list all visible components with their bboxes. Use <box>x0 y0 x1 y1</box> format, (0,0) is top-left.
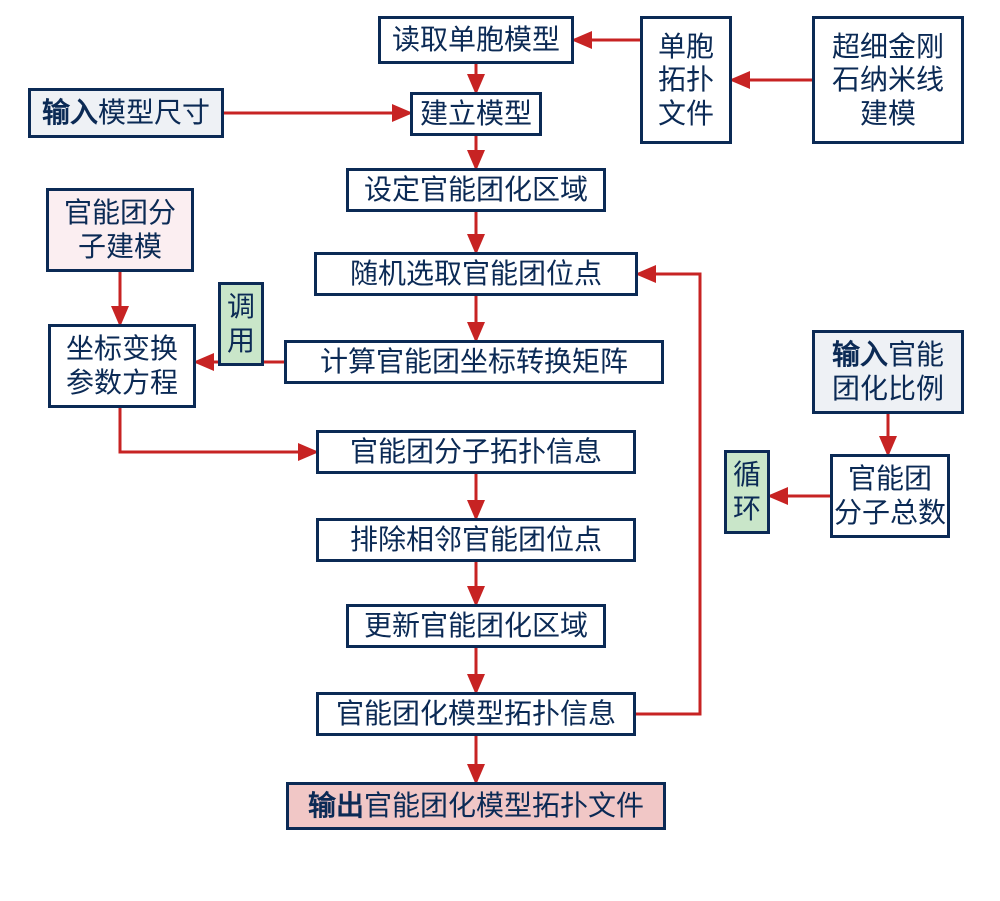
node-build_model: 建立模型 <box>410 92 542 136</box>
label-segment: 官能团化模型拓扑文件 <box>364 790 644 821</box>
label-segment: 输入 <box>42 97 98 128</box>
node-label: 官能团分 子建模 <box>64 196 176 263</box>
node-label: 输出官能团化模型拓扑文件 <box>308 789 644 823</box>
label-segment: 输入 <box>832 339 888 370</box>
node-label: 官能团 分子总数 <box>834 462 946 529</box>
node-read_unit: 读取单胞模型 <box>378 16 574 64</box>
node-label: 官能团化模型拓扑信息 <box>336 697 616 731</box>
node-call_tag: 调 用 <box>218 282 264 366</box>
node-input_ratio: 输入官能 团化比例 <box>812 330 964 414</box>
node-label: 更新官能团化区域 <box>364 609 588 643</box>
node-mol_count: 官能团 分子总数 <box>830 454 950 538</box>
node-label: 计算官能团坐标转换矩阵 <box>320 345 628 379</box>
node-model_topo: 官能团化模型拓扑信息 <box>316 692 636 736</box>
node-label: 调 用 <box>227 290 255 357</box>
node-mol_topo_info: 官能团分子拓扑信息 <box>316 430 636 474</box>
node-func_mol_model: 官能团分 子建模 <box>46 188 194 272</box>
node-label: 设定官能团化区域 <box>364 173 588 207</box>
node-output: 输出官能团化模型拓扑文件 <box>286 782 666 830</box>
node-coord_eq: 坐标变换 参数方程 <box>48 324 196 408</box>
node-loop_tag: 循 环 <box>724 450 770 534</box>
node-exclude_adj: 排除相邻官能团位点 <box>316 518 636 562</box>
node-label: 循 环 <box>733 458 761 525</box>
node-diamond_model: 超细金刚 石纳米线 建模 <box>812 16 964 144</box>
node-label: 输入模型尺寸 <box>42 96 210 130</box>
node-label: 单胞 拓扑 文件 <box>658 30 714 131</box>
node-label: 输入官能 团化比例 <box>832 338 944 405</box>
label-segment: 模型尺寸 <box>98 97 210 128</box>
node-input_dim: 输入模型尺寸 <box>28 88 224 138</box>
node-label: 读取单胞模型 <box>392 23 560 57</box>
node-calc_matrix: 计算官能团坐标转换矩阵 <box>284 340 664 384</box>
node-label: 超细金刚 石纳米线 建模 <box>832 30 944 131</box>
node-label: 官能团分子拓扑信息 <box>350 435 602 469</box>
node-set_region: 设定官能团化区域 <box>346 168 606 212</box>
node-label: 坐标变换 参数方程 <box>66 332 178 399</box>
flowchart-canvas: 读取单胞模型单胞 拓扑 文件超细金刚 石纳米线 建模输入模型尺寸建立模型设定官能… <box>0 0 1000 901</box>
node-rand_site: 随机选取官能团位点 <box>314 252 638 296</box>
node-unit_topo_file: 单胞 拓扑 文件 <box>640 16 732 144</box>
node-label: 排除相邻官能团位点 <box>350 523 602 557</box>
edges-group <box>120 40 888 782</box>
node-label: 建立模型 <box>420 97 532 131</box>
node-update_region: 更新官能团化区域 <box>346 604 606 648</box>
node-label: 随机选取官能团位点 <box>350 257 602 291</box>
edge-coord_eq-to-mol_topo_info <box>120 408 316 452</box>
label-segment: 输出 <box>308 790 364 821</box>
